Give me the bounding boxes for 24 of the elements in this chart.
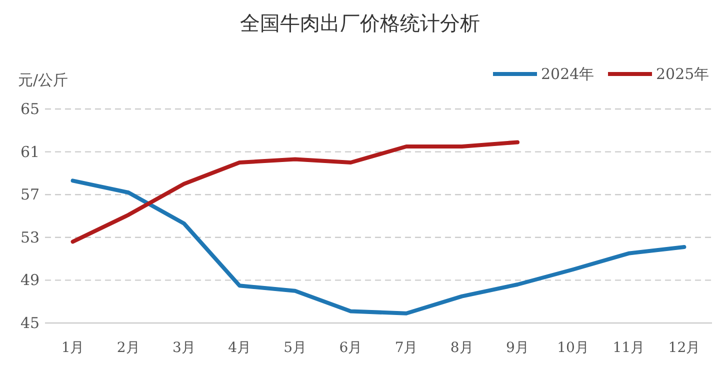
x-tick-label: 7月 xyxy=(394,340,418,356)
x-tick-label: 10月 xyxy=(557,340,589,356)
legend-label: 2024年 xyxy=(541,65,594,83)
x-tick-label: 12月 xyxy=(668,340,700,356)
y-tick-label: 65 xyxy=(20,100,40,118)
y-tick-label: 57 xyxy=(20,186,40,204)
y-tick-label: 53 xyxy=(20,228,40,246)
x-tick-label: 4月 xyxy=(228,340,252,356)
legend-label: 2025年 xyxy=(656,65,710,83)
y-tick-label: 45 xyxy=(20,314,40,332)
x-tick-label: 5月 xyxy=(284,340,307,356)
y-tick-label: 49 xyxy=(20,271,40,290)
x-tick-label: 9月 xyxy=(506,340,529,356)
chart-title: 全国牛肉出厂价格统计分析 xyxy=(240,11,480,35)
x-tick-label: 6月 xyxy=(339,340,362,356)
line-series xyxy=(70,140,520,244)
line-series xyxy=(70,178,686,316)
x-tick-label: 2月 xyxy=(116,340,140,356)
y-axis-title: 元/公斤 xyxy=(18,71,68,89)
x-tick-label: 11月 xyxy=(612,340,645,356)
x-tick-label: 8月 xyxy=(450,340,474,356)
x-tick-label: 1月 xyxy=(61,340,84,356)
y-tick-label: 61 xyxy=(20,142,40,161)
x-tick-label: 3月 xyxy=(172,340,196,356)
